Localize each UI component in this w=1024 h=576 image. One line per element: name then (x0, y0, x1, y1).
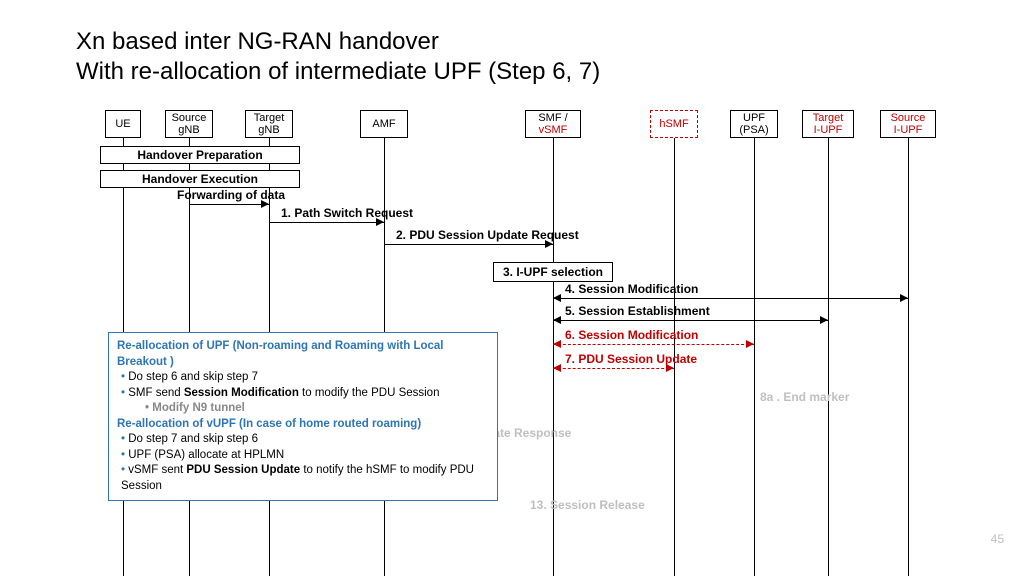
arrow-m2 (384, 244, 553, 245)
msg-label-m2: 2. PDU Session Update Request (396, 228, 579, 242)
actor-ue: UE (105, 110, 141, 138)
info-bullet: Do step 7 and skip step 6 (121, 432, 489, 448)
arrow-head-m7 (553, 364, 561, 372)
arrow-head-m4 (553, 294, 561, 302)
actor-sgnb: SourcegNB (165, 110, 213, 138)
arrow-m1 (269, 222, 384, 223)
lifeline-siupf (908, 138, 909, 576)
actor-tiupf: TargetI-UPF (802, 110, 854, 138)
arrow-head-m5 (553, 316, 561, 324)
actor-tgnb: TargetgNB (245, 110, 293, 138)
msg-label-m5: 5. Session Establishment (565, 304, 710, 318)
msg-label-m4: 4. Session Modification (565, 282, 698, 296)
arrow-m5 (553, 320, 828, 321)
phase-prep: Handover Preparation (100, 146, 300, 164)
actor-psa: UPF(PSA) (730, 110, 778, 138)
arrow-head-m4 (900, 294, 908, 302)
arrow-head-m6 (553, 340, 561, 348)
phase-exec: Handover Execution (100, 170, 300, 188)
msg-box-m3: 3. I-UPF selection (493, 262, 613, 282)
arrow-head-fwd (261, 200, 269, 208)
info-bullet: Do step 6 and skip step 7 (121, 370, 489, 386)
arrow-m4 (553, 298, 908, 299)
info-sub-bullet: Modify N9 tunnel (145, 401, 489, 417)
title-line2: With re-allocation of intermediate UPF (… (76, 58, 600, 86)
info-callout-box: Re-allocation of UPF (Non-roaming and Ro… (108, 332, 498, 501)
info-bullet: UPF (PSA) allocate at HPLMN (121, 448, 489, 464)
arrow-head-m5 (820, 316, 828, 324)
arrow-m7 (553, 368, 674, 369)
lifeline-tiupf (828, 138, 829, 576)
msg-label-m7: 7. PDU Session Update (565, 352, 697, 366)
info-bullet: SMF send Session Modification to modify … (121, 386, 489, 417)
info-heading-1: Re-allocation of UPF (Non-roaming and Ro… (117, 339, 489, 370)
arrow-m6 (553, 344, 754, 345)
lifeline-psa (754, 138, 755, 576)
arrow-head-m6 (746, 340, 754, 348)
page-number: 45 (991, 532, 1004, 546)
arrow-fwd (189, 204, 269, 205)
msg-m8: 8a . End marker (760, 390, 849, 404)
msg-label-m1: 1. Path Switch Request (281, 206, 413, 220)
title-line1: Xn based inter NG-RAN handover (76, 28, 439, 56)
actor-siupf: SourceI-UPF (880, 110, 936, 138)
actor-amf: AMF (360, 110, 408, 138)
info-bullet: vSMF sent PDU Session Update to notify t… (121, 463, 489, 494)
msg-label-m6: 6. Session Modification (565, 328, 698, 342)
info-heading-2: Re-allocation of vUPF (In case of home r… (117, 417, 489, 433)
actor-smf: SMF /vSMF (525, 110, 581, 138)
actor-hsmf: hSMF (650, 110, 698, 138)
msg-m13: 13. Session Release (530, 498, 645, 512)
